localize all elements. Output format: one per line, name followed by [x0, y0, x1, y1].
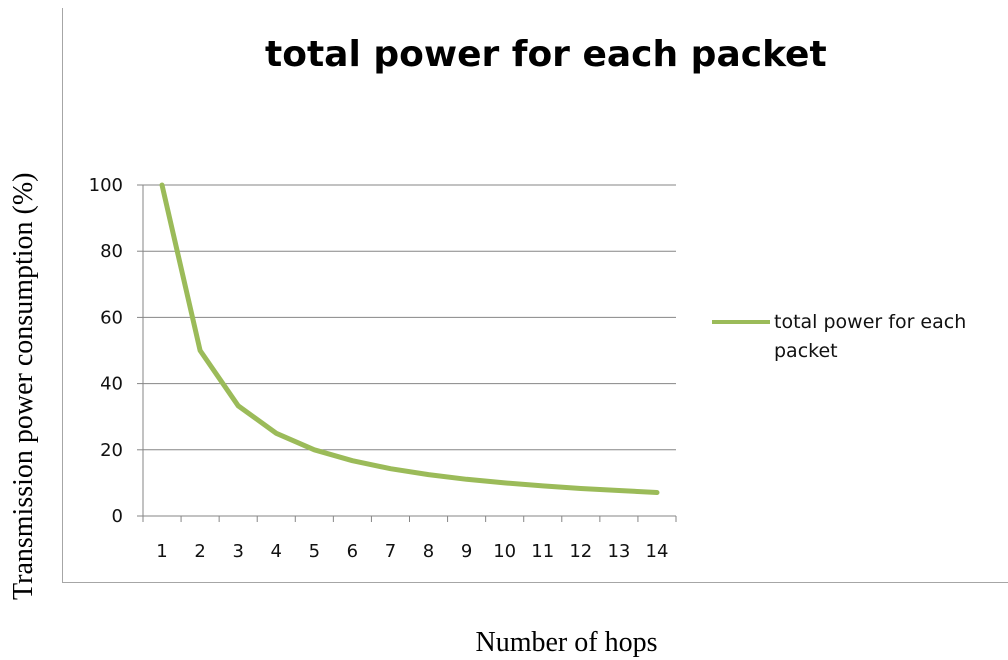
x-axis-label: Number of hops — [475, 627, 658, 658]
x-tick-label: 3 — [232, 541, 243, 562]
y-tick-label: 80 — [100, 241, 123, 262]
y-tick-label: 60 — [100, 307, 123, 328]
chart-title: total power for each packet — [265, 34, 827, 75]
legend-swatch — [712, 320, 770, 324]
y-axis-label: Transmission power consumption (%) — [8, 172, 39, 600]
x-tick-label: 1 — [156, 541, 167, 562]
x-tick-label: 4 — [271, 541, 282, 562]
x-tick-label: 9 — [461, 541, 472, 562]
series-line-0 — [159, 182, 660, 495]
frame-left-border — [62, 8, 63, 583]
x-tick-label: 10 — [493, 541, 516, 562]
legend-label: total power for each packet — [774, 311, 967, 362]
y-tick-label: 0 — [112, 506, 123, 527]
x-tick-label: 12 — [569, 541, 592, 562]
x-tick-label: 5 — [309, 541, 320, 562]
x-tick-label: 14 — [646, 541, 669, 562]
y-tick-label: 100 — [89, 175, 123, 196]
x-tick-label: 8 — [423, 541, 434, 562]
frame-bottom-border — [62, 582, 1008, 583]
x-tick-label: 2 — [194, 541, 205, 562]
x-tick-label: 11 — [531, 541, 554, 562]
x-tick-label: 6 — [347, 541, 358, 562]
y-tick-label: 40 — [100, 374, 123, 395]
x-tick-label: 7 — [385, 541, 396, 562]
y-tick-label: 20 — [100, 440, 123, 461]
x-tick-label: 13 — [607, 541, 630, 562]
